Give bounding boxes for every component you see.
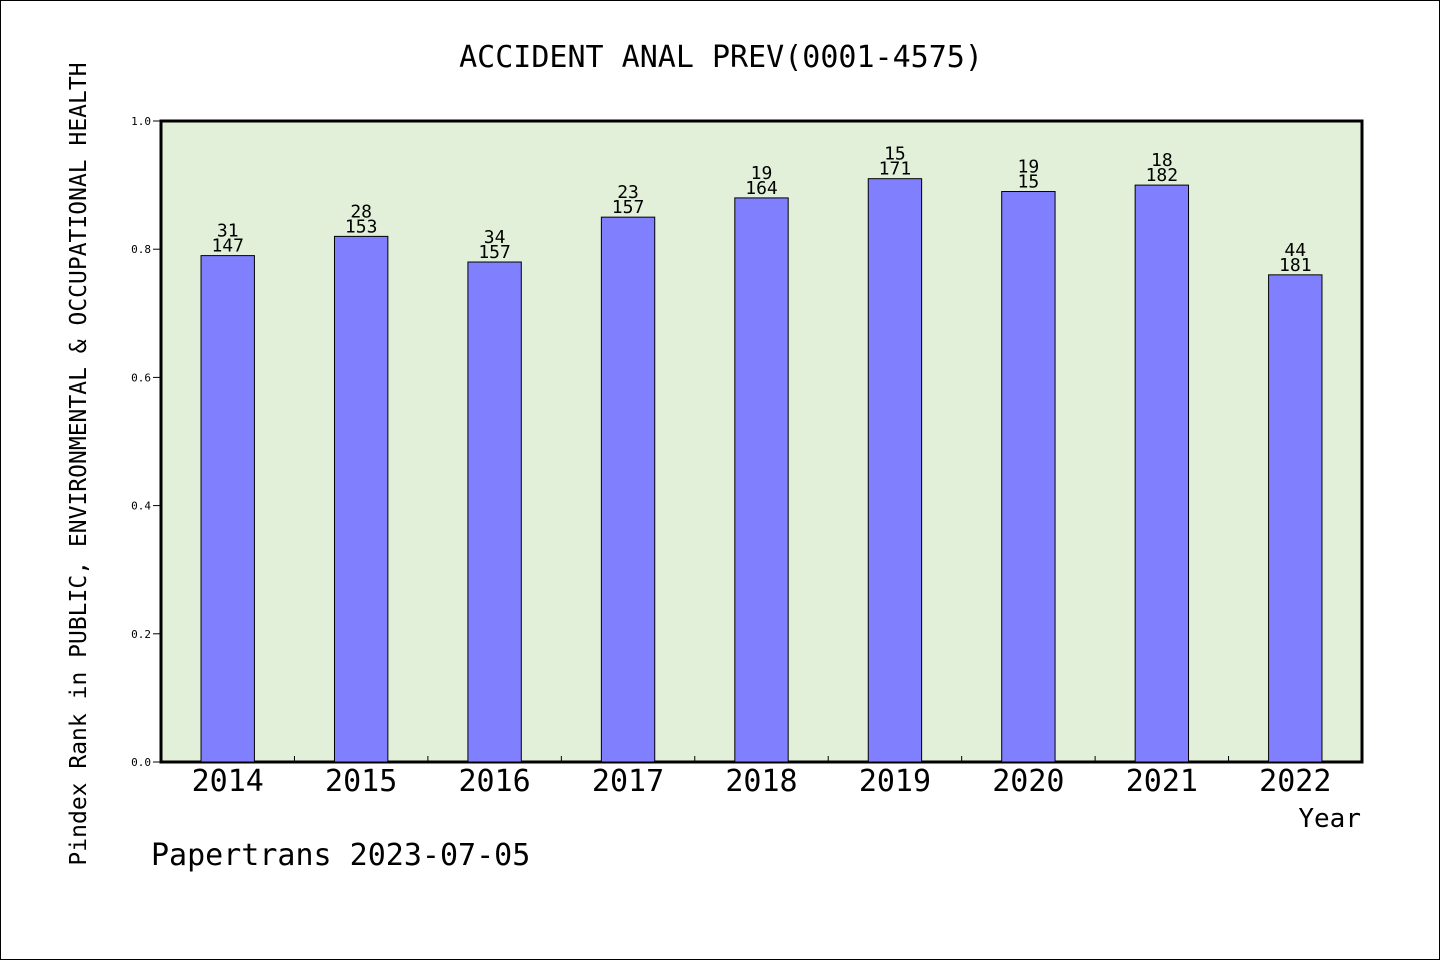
x-tick-label-2021: 2021 bbox=[1126, 764, 1198, 799]
x-ticks-layer: 2014 2015 2016 2017 2018 2019 2020 2021 2022 bbox=[192, 756, 1331, 799]
bar-2014 bbox=[200, 255, 255, 763]
bar-rank-label-2016: 34 bbox=[484, 227, 506, 248]
x-axis-label: Year bbox=[1298, 804, 1361, 834]
bar-total-label-2022: 181 bbox=[1279, 255, 1312, 276]
x-tick-label-2015: 2015 bbox=[325, 764, 397, 799]
chart-title: ACCIDENT ANAL PREV(0001-4575) bbox=[459, 40, 983, 75]
bar-rank-label-2018: 19 bbox=[751, 163, 773, 184]
y-tick-label: 0.6 bbox=[131, 371, 151, 384]
bar-2015 bbox=[333, 235, 389, 763]
bar-total-label-2015: 153 bbox=[345, 216, 378, 237]
bar-total-label-2019: 171 bbox=[879, 159, 912, 180]
bar-rank-label-2022: 44 bbox=[1284, 240, 1306, 261]
bar-2018 bbox=[734, 197, 789, 763]
footer-text: Papertrans 2023-07-05 bbox=[151, 838, 530, 873]
y-tick-label: 0.4 bbox=[131, 500, 151, 513]
bar-total-label-2020: 15 bbox=[1018, 172, 1040, 193]
bar-2022 bbox=[1268, 274, 1323, 763]
y-ticks-layer: 0.0 0.2 0.4 0.6 0.8 1.0 bbox=[131, 115, 161, 769]
bar-rank-label-2015: 28 bbox=[350, 201, 372, 222]
x-tick-label-2018: 2018 bbox=[725, 764, 797, 799]
y-tick-label: 1.0 bbox=[131, 115, 151, 128]
x-tick-label-2016: 2016 bbox=[458, 764, 530, 799]
bar-rank-label-2020: 19 bbox=[1018, 157, 1040, 178]
bar-total-label-2021: 182 bbox=[1146, 165, 1179, 186]
bar-total-label-2014: 147 bbox=[211, 236, 244, 257]
x-tick-label-2017: 2017 bbox=[592, 764, 664, 799]
bar-rank-label-2019: 15 bbox=[884, 144, 906, 165]
bar-total-label-2018: 164 bbox=[745, 178, 778, 199]
bar-2017 bbox=[600, 216, 656, 763]
bar-2016 bbox=[467, 261, 522, 763]
y-tick-label: 0.0 bbox=[131, 756, 151, 769]
bar-total-label-2017: 157 bbox=[612, 197, 645, 218]
y-axis-label: Pindex Rank in PUBLIC, ENVIRONMENTAL & O… bbox=[66, 62, 92, 865]
bar-rank-label-2017: 23 bbox=[617, 182, 639, 203]
x-tick-label-2019: 2019 bbox=[859, 764, 931, 799]
x-tick-label-2022: 2022 bbox=[1259, 764, 1331, 799]
x-tick-label-2014: 2014 bbox=[192, 764, 264, 799]
bar-2020 bbox=[1001, 191, 1056, 763]
bar-total-label-2016: 157 bbox=[478, 242, 511, 263]
y-tick-label: 0.2 bbox=[131, 628, 151, 641]
y-tick-label: 0.8 bbox=[131, 243, 151, 256]
bar-rank-label-2021: 18 bbox=[1151, 150, 1173, 171]
bar-2021 bbox=[1134, 184, 1190, 763]
bar-rank-label-2014: 31 bbox=[217, 221, 239, 242]
x-tick-label-2020: 2020 bbox=[992, 764, 1064, 799]
bar-2019 bbox=[867, 178, 923, 763]
